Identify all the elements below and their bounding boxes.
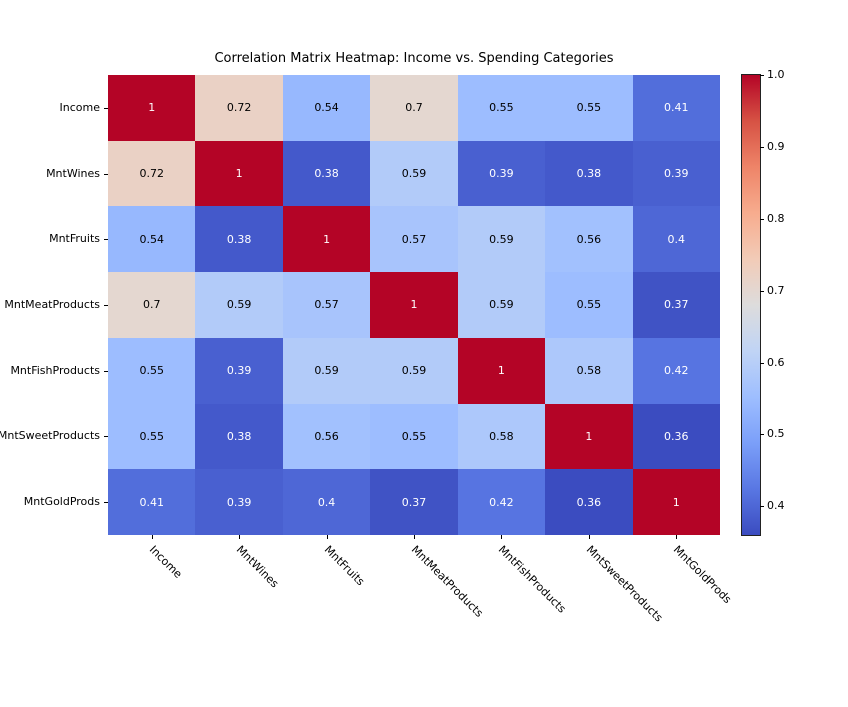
colorbar: [742, 75, 760, 535]
heatmap-cell: 0.42: [633, 338, 720, 404]
heatmap-cell: 0.39: [633, 141, 720, 207]
y-axis-label: MntSweetProducts: [0, 429, 100, 442]
heatmap-cell: 0.55: [370, 404, 457, 470]
heatmap-cell: 1: [545, 404, 632, 470]
heatmap-cell: 0.58: [458, 404, 545, 470]
heatmap-cell: 0.57: [370, 206, 457, 272]
colorbar-tick-label: 0.7: [767, 284, 785, 297]
y-axis-label: MntFruits: [49, 232, 100, 245]
heatmap-cell: 0.41: [633, 75, 720, 141]
heatmap-cell: 0.59: [458, 272, 545, 338]
heatmap-cell: 0.55: [545, 75, 632, 141]
colorbar-tick-label: 0.9: [767, 140, 785, 153]
heatmap-cell: 0.7: [108, 272, 195, 338]
colorbar-tick-label: 0.5: [767, 427, 785, 440]
heatmap-cell: 0.59: [458, 206, 545, 272]
heatmap-cell: 1: [195, 141, 282, 207]
y-axis-label: Income: [60, 101, 100, 114]
heatmap-cell: 1: [283, 206, 370, 272]
x-axis-label: MntMeatProducts: [409, 543, 486, 620]
x-axis-label: MntSweetProducts: [584, 543, 665, 624]
heatmap-cell: 0.4: [283, 469, 370, 535]
heatmap-cell: 0.54: [108, 206, 195, 272]
heatmap-cell: 0.57: [283, 272, 370, 338]
heatmap-cell: 0.38: [283, 141, 370, 207]
heatmap-cell: 0.7: [370, 75, 457, 141]
heatmap-grid: 10.720.540.70.550.550.410.7210.380.590.3…: [108, 75, 720, 535]
heatmap-cell: 0.72: [108, 141, 195, 207]
colorbar-tick-label: 0.8: [767, 212, 785, 225]
heatmap-cell: 0.72: [195, 75, 282, 141]
x-axis-label: MntWines: [234, 543, 281, 590]
colorbar-tick-label: 0.6: [767, 356, 785, 369]
heatmap-cell: 0.38: [195, 404, 282, 470]
heatmap-cell: 0.36: [545, 469, 632, 535]
y-axis-label: MntMeatProducts: [4, 298, 100, 311]
x-axis-label: MntFruits: [321, 543, 366, 588]
heatmap-cell: 0.39: [195, 338, 282, 404]
heatmap-cell: 1: [370, 272, 457, 338]
heatmap-cell: 0.59: [283, 338, 370, 404]
heatmap-cell: 0.39: [195, 469, 282, 535]
heatmap-cell: 0.36: [633, 404, 720, 470]
heatmap-cell: 0.4: [633, 206, 720, 272]
heatmap-cell: 0.37: [370, 469, 457, 535]
heatmap-cell: 0.58: [545, 338, 632, 404]
heatmap-cell: 0.59: [370, 141, 457, 207]
heatmap-cell: 0.39: [458, 141, 545, 207]
heatmap-cell: 0.55: [545, 272, 632, 338]
heatmap-cell: 0.37: [633, 272, 720, 338]
figure: Correlation Matrix Heatmap: Income vs. S…: [0, 0, 848, 707]
heatmap-cell: 0.55: [108, 404, 195, 470]
heatmap-cell: 1: [108, 75, 195, 141]
heatmap-cell: 0.59: [370, 338, 457, 404]
heatmap-cell: 0.41: [108, 469, 195, 535]
heatmap-cell: 0.54: [283, 75, 370, 141]
x-axis-label: MntGoldProds: [671, 543, 734, 606]
colorbar-tick-label: 0.4: [767, 499, 785, 512]
heatmap-cell: 1: [633, 469, 720, 535]
heatmap-cell: 0.56: [283, 404, 370, 470]
heatmap-cell: 0.42: [458, 469, 545, 535]
y-axis-label: MntWines: [46, 167, 100, 180]
heatmap-cell: 0.38: [545, 141, 632, 207]
heatmap-cell: 0.59: [195, 272, 282, 338]
heatmap-cell: 0.56: [545, 206, 632, 272]
y-axis-label: MntGoldProds: [24, 495, 100, 508]
heatmap-cell: 1: [458, 338, 545, 404]
heatmap-cell: 0.55: [458, 75, 545, 141]
x-axis-label: MntFishProducts: [496, 543, 569, 616]
colorbar-tick-label: 1.0: [767, 68, 785, 81]
heatmap-cell: 0.38: [195, 206, 282, 272]
heatmap-cell: 0.55: [108, 338, 195, 404]
chart-title: Correlation Matrix Heatmap: Income vs. S…: [108, 51, 720, 66]
y-axis-label: MntFishProducts: [10, 364, 100, 377]
x-axis-label: Income: [147, 543, 185, 581]
